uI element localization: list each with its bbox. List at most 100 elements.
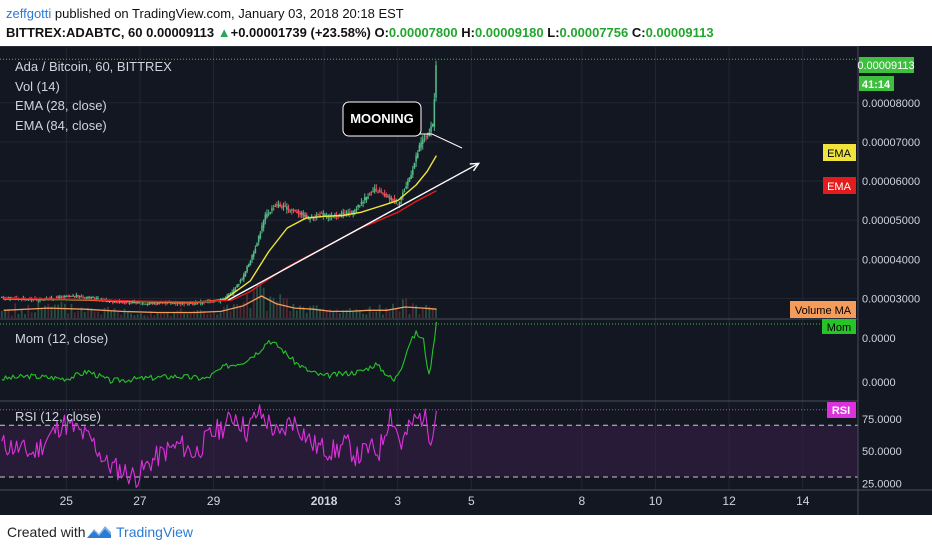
rsi-tick-label: 25.0000 <box>862 479 902 491</box>
candle-body <box>9 297 11 299</box>
volume-bar <box>156 312 159 318</box>
candle-body <box>72 295 74 297</box>
volume-bar <box>242 302 245 318</box>
price-tick-label: 0.00006000 <box>862 176 920 188</box>
candle-body <box>160 302 162 304</box>
candle-body <box>309 218 311 220</box>
candle-body <box>254 248 257 254</box>
candle-body <box>151 303 154 305</box>
candle-body <box>122 302 124 304</box>
candle-body <box>382 192 384 194</box>
candle-body <box>430 126 432 133</box>
callout-text: MOONING <box>350 111 414 126</box>
footer: Created with TradingView <box>0 515 932 550</box>
candle-body <box>373 188 376 192</box>
mom-tag-text: Mom <box>827 322 851 334</box>
last-price: 0.00009113 <box>146 25 215 40</box>
volume-bar <box>256 284 258 318</box>
candle-body <box>80 296 83 298</box>
candle-body <box>358 205 361 207</box>
volume-bar <box>70 303 73 318</box>
volume-bar <box>372 311 374 318</box>
volume-bar <box>368 306 371 318</box>
top-border <box>0 46 858 47</box>
volume-bar <box>345 309 348 318</box>
volume-bar <box>40 308 43 318</box>
volume-bar <box>150 311 152 318</box>
time-tick-label: 27 <box>133 494 147 508</box>
volume-layer <box>0 284 437 318</box>
candle-body <box>274 205 277 207</box>
author-link[interactable]: zeffgotti <box>6 6 52 21</box>
candle-body <box>208 301 210 303</box>
low-value: 0.00007756 <box>559 25 629 40</box>
candle-body <box>383 193 386 197</box>
volume-bar <box>193 310 195 318</box>
volume-bar <box>7 309 10 318</box>
volume-bar <box>358 310 361 318</box>
candle-body <box>4 297 6 299</box>
candle-body <box>365 197 368 201</box>
candle-body <box>259 232 262 239</box>
volume-bar <box>302 306 305 318</box>
volume-bar <box>97 311 99 318</box>
candle-body <box>146 303 149 305</box>
volume-bar <box>348 308 351 318</box>
candle-body <box>345 212 348 214</box>
candle-body <box>233 289 235 294</box>
candle-body <box>90 296 93 298</box>
candle-body <box>362 202 364 204</box>
volume-bar <box>140 313 142 318</box>
candle-body <box>408 177 411 182</box>
arrow-up-icon: ▲ <box>217 25 231 40</box>
candle-body <box>141 303 144 305</box>
candle-body <box>420 142 422 148</box>
candle-body <box>279 204 282 207</box>
candle-body <box>277 204 280 207</box>
volume-bar <box>93 311 96 318</box>
candle-body <box>302 212 305 217</box>
candle-body <box>294 210 296 212</box>
tradingview-brand-link[interactable]: TradingView <box>116 524 194 540</box>
candle-body <box>350 211 353 213</box>
candle-body <box>189 302 192 304</box>
volume-bar <box>199 309 202 318</box>
candle-body <box>78 295 81 297</box>
candle-body <box>140 303 142 305</box>
candle-body <box>291 209 293 211</box>
candles-layer <box>1 60 437 307</box>
candle-body <box>342 212 344 215</box>
ema-yellow-tag <box>823 144 856 161</box>
candle-body <box>92 297 94 299</box>
volume-bar <box>219 312 222 318</box>
volume-bar <box>236 303 239 318</box>
candle-body <box>388 196 391 200</box>
candle-body <box>300 212 303 215</box>
volume-bar <box>276 301 278 318</box>
volume-bar <box>166 312 169 318</box>
low-label: L: <box>547 25 560 40</box>
candle-body <box>324 214 326 216</box>
candle-body <box>247 264 250 268</box>
candle-body <box>242 274 245 280</box>
candle-body <box>375 188 378 190</box>
candle-body <box>286 206 288 210</box>
candle-body <box>73 296 76 298</box>
candle-body <box>261 225 263 231</box>
chart-canvas[interactable]: Ada / Bitcoin, 60, BITTREX Vol (14) EMA … <box>0 46 932 515</box>
candle-body <box>171 302 174 304</box>
rsi-tick-label: 75.0000 <box>862 414 902 426</box>
candle-body <box>228 294 230 297</box>
volume-bar <box>405 298 408 318</box>
close-value: 0.00009113 <box>645 25 714 40</box>
candle-body <box>282 205 285 207</box>
volume-ma-tag-text: Volume MA <box>795 305 852 317</box>
mooning-callout[interactable]: MOONING <box>342 101 463 149</box>
candle-body <box>188 303 190 305</box>
candle-body <box>370 191 373 193</box>
volume-bar <box>411 303 414 318</box>
rsi-tick-label: 50.0000 <box>862 446 902 458</box>
volume-bar <box>80 307 83 318</box>
candle-body <box>2 296 5 299</box>
volume-bar <box>63 303 66 318</box>
